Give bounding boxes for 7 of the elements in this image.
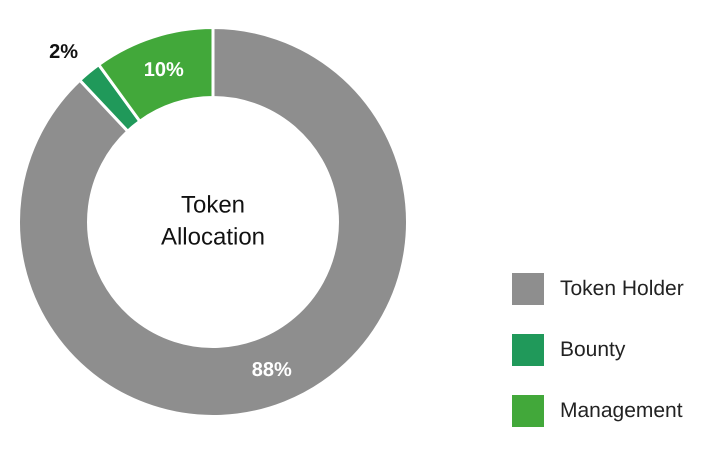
data-label: 88% [252, 358, 292, 381]
data-label: 2% [49, 40, 78, 63]
text: Token Allocation [160, 192, 266, 251]
legend-label: Bounty [560, 338, 626, 362]
legend-label: Token Holder [560, 276, 684, 300]
legend-label: Management [560, 398, 683, 422]
data-label: 10% [144, 58, 184, 81]
